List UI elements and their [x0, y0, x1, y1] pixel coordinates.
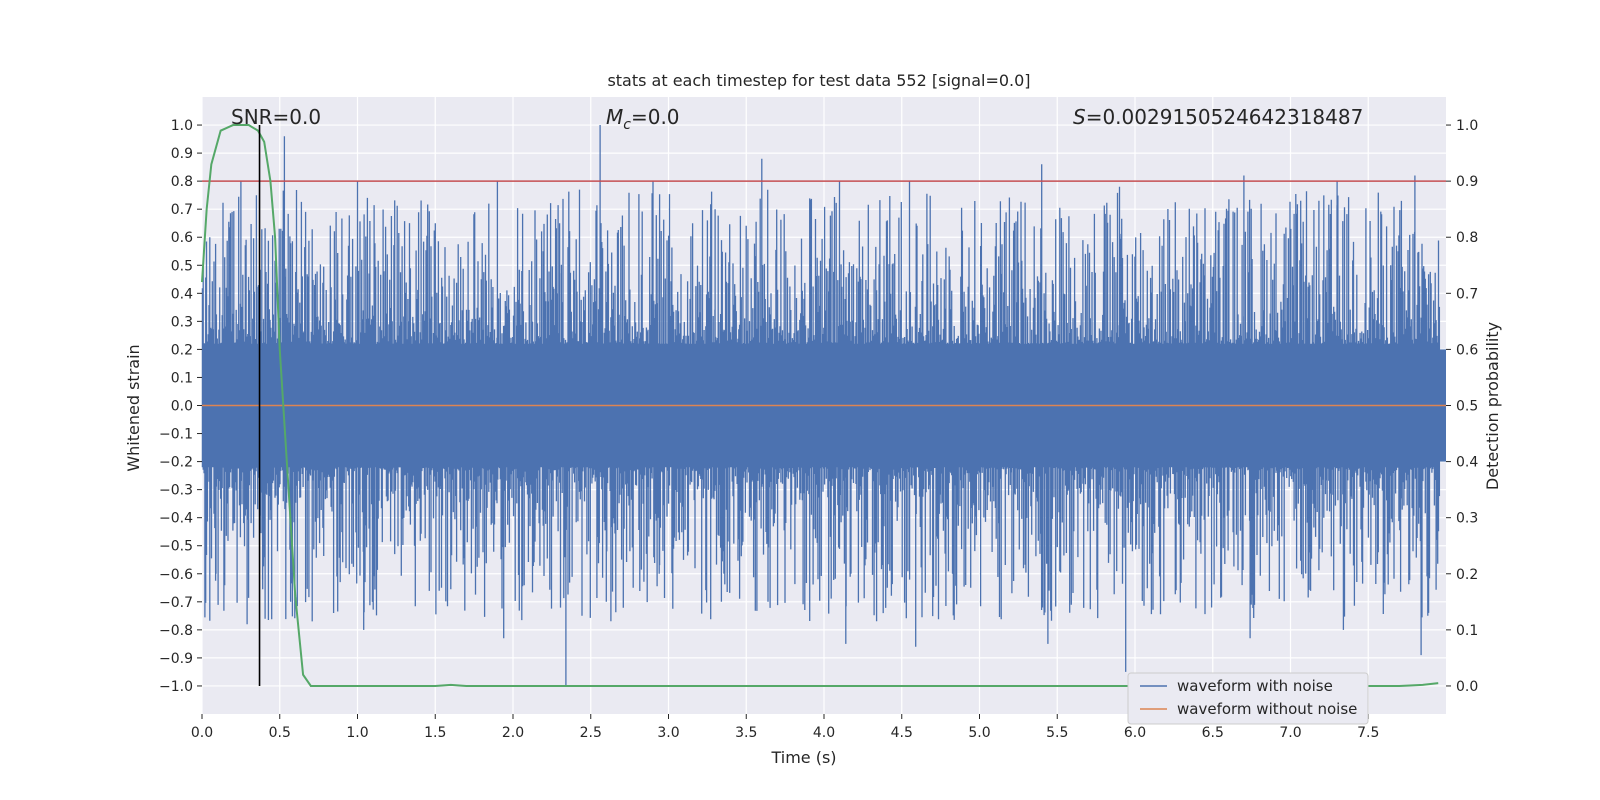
y-left-tick-label: 0.0: [171, 399, 193, 415]
y-left-tick-label: −1.0: [159, 679, 193, 695]
y-left-tick-label: −0.8: [159, 623, 193, 639]
y-left-tick-label: −0.5: [159, 539, 193, 555]
x-tick-label: 3.0: [657, 725, 679, 741]
x-tick-label: 7.0: [1279, 725, 1301, 741]
x-tick-label: 5.0: [968, 725, 990, 741]
y-left-tick-label: 0.4: [171, 286, 193, 302]
y-left-tick-label: −0.9: [159, 651, 193, 667]
legend-label-waveform-with-noise: waveform with noise: [1177, 677, 1333, 695]
y-left-tick-label: 0.5: [171, 258, 193, 274]
y-left-tick-label: 0.8: [171, 174, 193, 190]
y-left-tick-label: −0.3: [159, 483, 193, 499]
y-right-tick-label: 0.9: [1456, 174, 1478, 190]
y-left-tick-label: −0.1: [159, 427, 193, 443]
y-right-tick-label: 0.8: [1456, 230, 1478, 246]
legend-label-waveform-without-noise: waveform without noise: [1177, 700, 1357, 718]
snr-annotation: SNR=0.0: [231, 105, 321, 129]
waveform-with-noise-line: [201, 125, 1441, 686]
score-symbol: S: [1073, 105, 1086, 129]
x-tick-label: 1.5: [424, 725, 446, 741]
y-right-tick-label: 0.2: [1456, 567, 1478, 583]
y-right-tick-label: 1.0: [1456, 118, 1478, 134]
x-tick-label: 0.0: [191, 725, 213, 741]
x-tick-label: 7.5: [1357, 725, 1379, 741]
y-right-tick-label: 0.6: [1456, 342, 1478, 358]
y-left-tick-label: 0.1: [171, 370, 193, 386]
y-right-tick-label: 0.0: [1456, 679, 1478, 695]
y-left-tick-label: −0.2: [159, 455, 193, 471]
y-left-tick-label: 0.2: [171, 342, 193, 358]
y-left-tick-label: 0.6: [171, 230, 193, 246]
chirp-mass-subscript: c: [623, 117, 631, 133]
x-tick-label: 6.0: [1124, 725, 1146, 741]
x-tick-label: 2.5: [580, 725, 602, 741]
x-tick-label: 4.5: [891, 725, 913, 741]
chart-title: stats at each timestep for test data 552…: [607, 71, 1030, 90]
y-left-tick-label: 0.9: [171, 146, 193, 162]
y-right-tick-label: 0.1: [1456, 623, 1478, 639]
x-tick-label: 3.5: [735, 725, 757, 741]
x-tick-label: 0.5: [269, 725, 291, 741]
x-tick-label: 2.0: [502, 725, 524, 741]
y-right-tick-label: 0.3: [1456, 511, 1478, 527]
x-tick-label: 1.0: [346, 725, 368, 741]
y-axis-right-label: Detection probability: [1483, 322, 1502, 490]
chirp-mass-annotation: Mc=0.0: [606, 105, 680, 133]
x-axis-label: Time (s): [770, 748, 836, 767]
y-axis-left-label: Whitened strain: [124, 344, 143, 471]
y-right-tick-label: 0.4: [1456, 455, 1478, 471]
x-tick-label: 5.5: [1046, 725, 1068, 741]
x-tick-label: 4.0: [813, 725, 835, 741]
score-value: =0.0029150524642318487: [1086, 105, 1364, 129]
y-left-tick-label: −0.6: [159, 567, 193, 583]
detection-probability-line: [201, 124, 1439, 687]
legend-box: [1127, 672, 1369, 725]
y-left-tick-label: 0.3: [171, 314, 193, 330]
y-left-tick-label: 0.7: [171, 202, 193, 218]
y-left-tick-label: 1.0: [171, 118, 193, 134]
x-tick-label: 6.5: [1202, 725, 1224, 741]
chirp-mass-symbol: M: [606, 105, 623, 129]
y-right-tick-label: 0.5: [1456, 399, 1478, 415]
y-left-tick-label: −0.4: [159, 511, 193, 527]
legend: waveform with noise waveform without noi…: [1127, 672, 1369, 725]
y-right-tick-label: 0.7: [1456, 286, 1478, 302]
y-left-tick-label: −0.7: [159, 595, 193, 611]
chirp-mass-value: =0.0: [631, 105, 680, 129]
score-annotation: S=0.0029150524642318487: [1073, 105, 1363, 129]
